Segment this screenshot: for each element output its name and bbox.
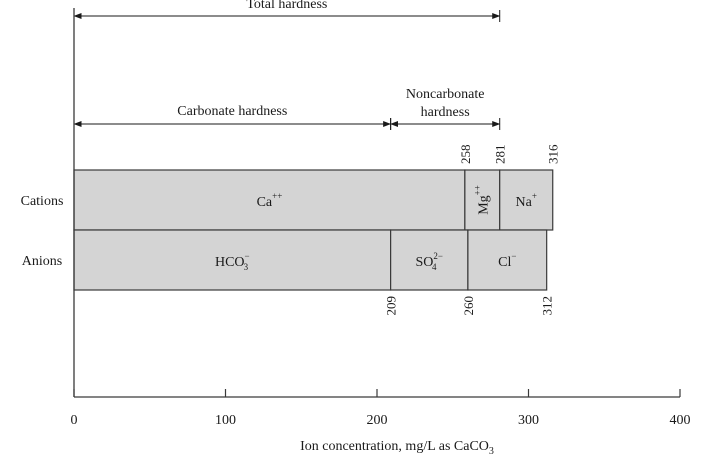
boundary-label-312: 312 [540,296,555,316]
ion-label-na: Na+ [516,191,537,210]
ion-label-hco: HCO− 3 [215,251,250,272]
ion-segment-cl [467,229,548,291]
annotations: Total hardness Carbonate hardness Noncarbo… [73,0,501,130]
annotation-label: hardness [421,105,470,120]
x-tick-label: 200 [367,413,388,428]
ion-label-ca: Ca++ [257,191,283,210]
boundary-label-316: 316 [546,144,561,164]
x-tick-label: 400 [670,413,691,428]
ion-segment-so [390,229,469,291]
x-tick-label: 100 [215,413,236,428]
annotation-label: Total hardness [246,0,327,12]
boundary-label-209: 209 [384,296,399,316]
boundary-label-258: 258 [458,145,473,165]
annotation-label: Noncarbonate [406,87,485,102]
ion-label-mg: Mg++ [472,185,491,215]
row-label-cations: Cations [21,194,64,209]
boundary-label-260: 260 [461,296,476,316]
ion-segment-hco [73,229,392,291]
ion-bars: Cations Ca++ Mg++ Na+ 258 281 316 Anions HCO− 3 SO… [21,144,561,316]
row-label-anions: Anions [22,254,62,269]
x-tick-label: 0 [71,413,78,428]
ion-segment-mg [464,169,501,231]
x-axis-label: Ion concentration, mg/L as CaCO3 [300,439,494,457]
x-axis: 0 100 200 300 400 Ion concentration, mg/L as … [71,8,691,457]
ion-segment-na [499,169,554,231]
x-tick-label: 300 [518,413,539,428]
ion-label-so: SO2− 4 [416,251,443,272]
boundary-label-281: 281 [493,145,508,164]
annotation-label: Carbonate hardness [177,104,287,119]
ion-label-cl: Cl− [498,251,516,270]
